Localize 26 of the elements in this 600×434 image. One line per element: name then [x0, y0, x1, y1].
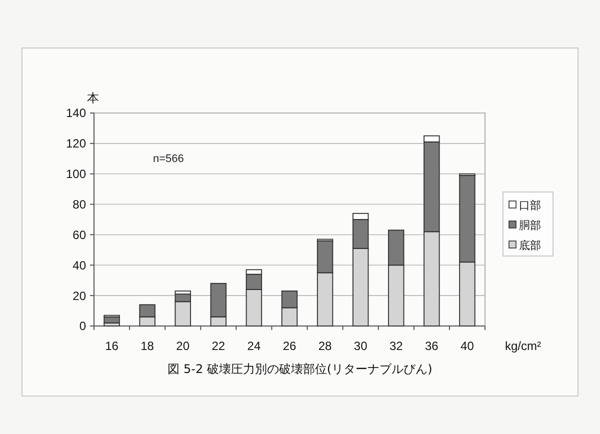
y-tick-label: 20	[72, 288, 86, 303]
y-tick-label: 60	[72, 228, 86, 242]
x-tick-label: 40	[460, 339, 474, 353]
x-tick-label: 24	[247, 339, 261, 353]
annotation: n=566	[153, 153, 184, 165]
y-tick-label: 0	[79, 319, 86, 334]
x-tick-label: 26	[282, 339, 296, 353]
text: 図 5-2 破壊圧力別の破壊部位(リターナブルびん)	[168, 362, 432, 376]
legend-label: 胴部	[519, 218, 541, 232]
y-axis-title: 本	[87, 91, 99, 105]
y-tick-label: 40	[72, 258, 86, 272]
y-tick-label: 120	[66, 136, 86, 151]
x-axis-title: kg/cm²	[505, 339, 542, 353]
x-tick-label: 32	[389, 339, 404, 353]
x-tick-label: 28	[318, 339, 332, 353]
legend-label: 口部	[519, 198, 541, 212]
y-tick-label: 100	[66, 167, 86, 182]
y-tick-label: 140	[66, 106, 86, 120]
x-tick-label: 36	[425, 339, 439, 353]
x-tick-label: 18	[140, 339, 154, 353]
x-tick-label: 22	[212, 339, 226, 353]
legend-label: 底部	[519, 238, 541, 252]
x-tick-label: 16	[105, 339, 119, 353]
x-tick-label: 30	[354, 339, 368, 353]
y-tick-label: 80	[72, 197, 86, 212]
x-tick-label: 20	[176, 339, 190, 353]
